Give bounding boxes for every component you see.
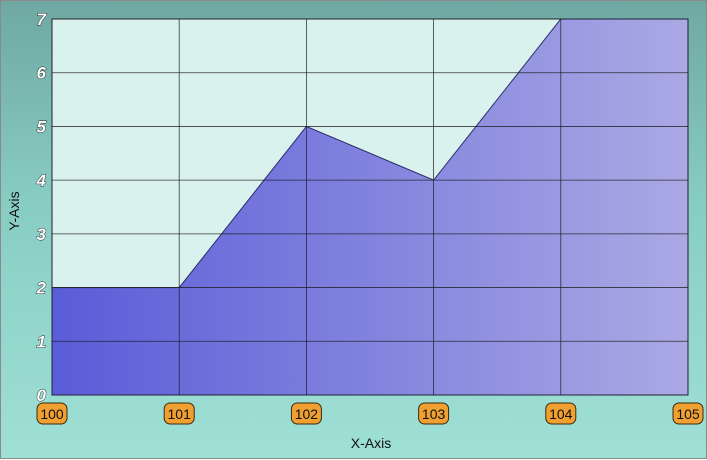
y-tick-label: 3 xyxy=(37,225,47,244)
y-tick-label: 2 xyxy=(36,279,47,298)
tick-badge xyxy=(418,402,450,425)
tick-badge xyxy=(290,402,322,425)
x-tick-label: 100 xyxy=(36,402,68,425)
tick-badge xyxy=(545,402,577,425)
y-tick-label: 4 xyxy=(36,171,47,190)
x-tick-label: 105 xyxy=(672,402,704,425)
y-axis-title: Y-Axis xyxy=(6,191,22,230)
x-tick-label: 101 xyxy=(163,402,195,425)
x-tick-label: 102 xyxy=(290,402,322,425)
tick-badge xyxy=(672,402,704,425)
x-tick-text: 103 xyxy=(422,406,446,422)
x-tick-text: 101 xyxy=(168,406,192,422)
tick-badge xyxy=(163,402,195,425)
x-tick-text: 102 xyxy=(295,406,319,422)
y-tick-label: 1 xyxy=(37,332,46,351)
x-axis-title: X-Axis xyxy=(351,435,391,451)
y-tick-label: 7 xyxy=(37,10,48,29)
tick-badge xyxy=(36,402,68,425)
x-tick-text: 104 xyxy=(549,406,573,422)
x-tick-text: 100 xyxy=(40,406,64,422)
x-tick-text: 105 xyxy=(676,406,700,422)
y-tick-label: 5 xyxy=(37,117,47,136)
x-tick-label: 103 xyxy=(418,402,450,425)
y-tick-label: 6 xyxy=(37,64,47,83)
y-tick-label: 0 xyxy=(37,386,47,405)
x-tick-label: 104 xyxy=(545,402,577,425)
